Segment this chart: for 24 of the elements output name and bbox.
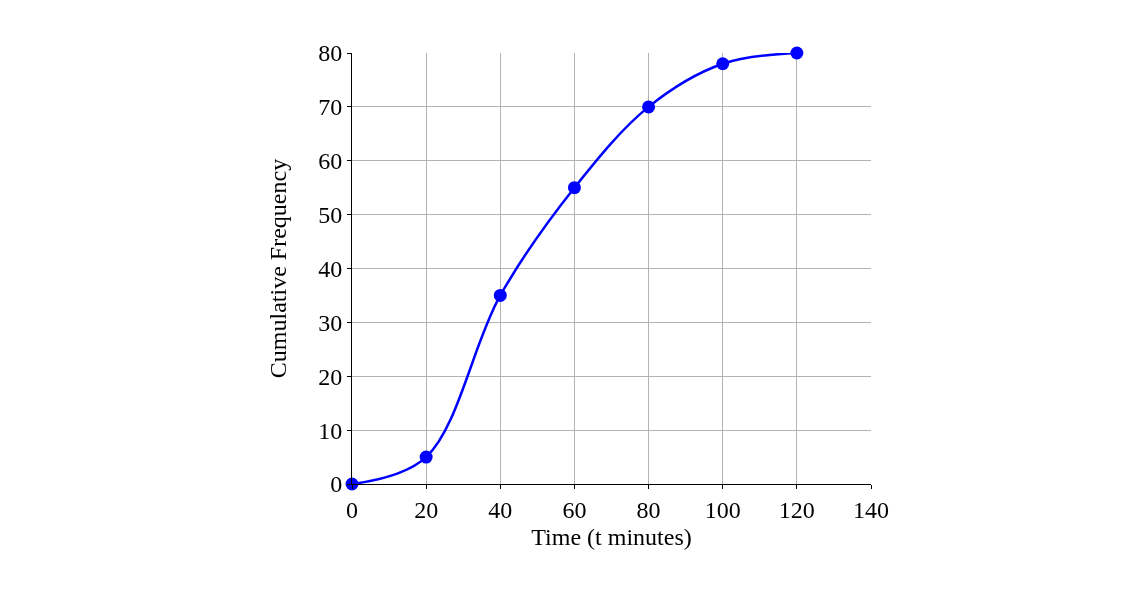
point (790, 46, 804, 60)
point (716, 57, 730, 71)
x-tick-label: 100 (704, 496, 741, 523)
x-tick-label: 40 (488, 496, 513, 523)
y-tick-label: 80 (318, 40, 343, 67)
x-tick-label: 120 (778, 496, 815, 523)
y-tick-label: 70 (318, 94, 343, 121)
point (567, 181, 581, 195)
point (493, 288, 507, 302)
y-tick-label: 40 (318, 255, 343, 282)
point (419, 450, 433, 464)
y-tick-label: 20 (318, 363, 343, 390)
x-axis-title: Time (t minutes) (531, 524, 692, 551)
x-tick-label: 140 (853, 496, 889, 523)
x-tick-label: 80 (636, 496, 661, 523)
y-tick-label: 0 (330, 471, 343, 498)
point (642, 100, 656, 114)
x-tick-label: 20 (414, 496, 439, 523)
y-tick-label: 60 (318, 148, 343, 175)
y-axis-title: Cumulative Frequency (265, 158, 292, 379)
y-tick-label: 30 (318, 309, 343, 336)
x-tick-label: 60 (562, 496, 587, 523)
y-tick-label: 10 (318, 417, 343, 444)
y-tick-label: 50 (318, 202, 343, 229)
